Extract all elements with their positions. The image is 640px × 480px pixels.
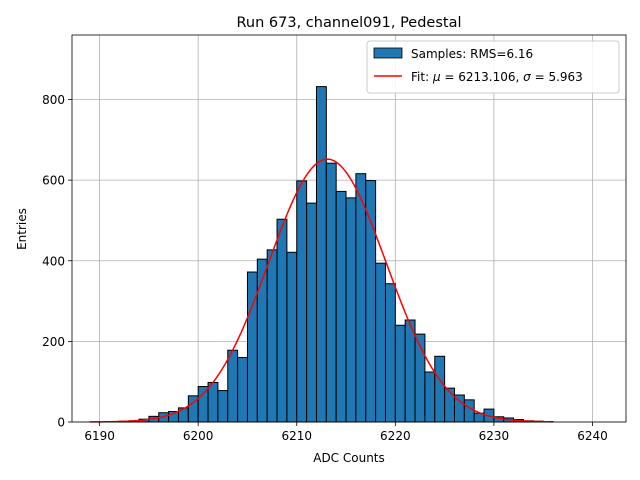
- histogram-bar: [207, 381, 219, 423]
- x-tick-label: 6190: [84, 429, 115, 443]
- y-tick-label: 400: [42, 254, 65, 268]
- histogram-bar: [197, 386, 209, 423]
- histogram-bar: [286, 251, 298, 423]
- histogram-bar: [404, 319, 416, 423]
- plot-frame: [71, 34, 627, 423]
- histogram-bar: [246, 271, 258, 423]
- y-axis-ticks: 0 200 400 600 800: [42, 93, 72, 430]
- histogram-bar: [266, 249, 278, 423]
- histogram-bar: [453, 394, 465, 423]
- y-tick-label: 600: [42, 174, 65, 188]
- x-axis-ticks: 6190 6200 6210 6220 6230 6240: [84, 422, 608, 443]
- histogram-bar: [217, 390, 229, 423]
- x-tick-label: 6220: [380, 429, 411, 443]
- x-tick-label: 6200: [183, 429, 214, 443]
- x-tick-label: 6240: [577, 429, 608, 443]
- histogram-bar: [345, 197, 357, 423]
- y-tick-label: 0: [57, 416, 65, 430]
- histogram-bar: [325, 162, 337, 423]
- histogram-bar: [335, 190, 347, 423]
- histogram-bar: [424, 371, 436, 423]
- chart-title: Run 673, channel091, Pedestal: [236, 15, 461, 31]
- legend-label-samples: Samples: RMS=6.16: [411, 47, 533, 61]
- histogram-bar: [306, 202, 317, 423]
- y-axis-label: Entries: [15, 208, 29, 250]
- legend-box: [366, 40, 620, 94]
- histogram-bar: [463, 399, 475, 423]
- histogram-bar: [375, 262, 386, 423]
- legend-swatch-samples: [373, 47, 403, 59]
- histogram-bar: [237, 357, 248, 423]
- legend-label-fit: Fit: μ = 6213.106, σ = 5.963: [411, 70, 583, 84]
- fit-curve: [89, 158, 554, 423]
- histogram-bar: [394, 324, 406, 423]
- histogram-bar: [256, 258, 268, 423]
- x-tick-label: 6230: [479, 429, 510, 443]
- histogram-bar: [365, 180, 377, 423]
- histogram-bar: [276, 218, 288, 423]
- legend: Samples: RMS=6.16 Fit: μ = 6213.106, σ =…: [366, 40, 620, 94]
- x-tick-label: 6210: [281, 429, 312, 443]
- histogram-bar: [296, 180, 308, 423]
- histogram-bar: [434, 355, 446, 423]
- histogram-bars: [108, 86, 554, 423]
- x-axis-label: ADC Counts: [313, 451, 385, 465]
- histogram-bar: [315, 86, 327, 423]
- histogram-bar: [355, 173, 367, 423]
- y-tick-label: 800: [42, 93, 65, 107]
- histogram-bar: [384, 283, 396, 423]
- y-tick-label: 200: [42, 335, 65, 349]
- histogram-bar: [227, 349, 239, 423]
- histogram-bar: [444, 387, 455, 423]
